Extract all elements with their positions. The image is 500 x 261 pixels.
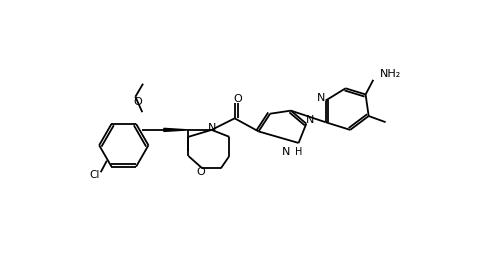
Text: O: O — [196, 167, 205, 177]
Text: NH₂: NH₂ — [380, 69, 400, 79]
Text: N: N — [208, 123, 216, 133]
Text: Cl: Cl — [90, 170, 100, 180]
Text: N: N — [282, 147, 290, 157]
Text: N: N — [306, 115, 314, 125]
Text: O: O — [134, 97, 142, 107]
Polygon shape — [164, 128, 188, 132]
Text: O: O — [234, 94, 242, 104]
Text: H: H — [295, 147, 302, 157]
Text: N: N — [316, 93, 325, 103]
